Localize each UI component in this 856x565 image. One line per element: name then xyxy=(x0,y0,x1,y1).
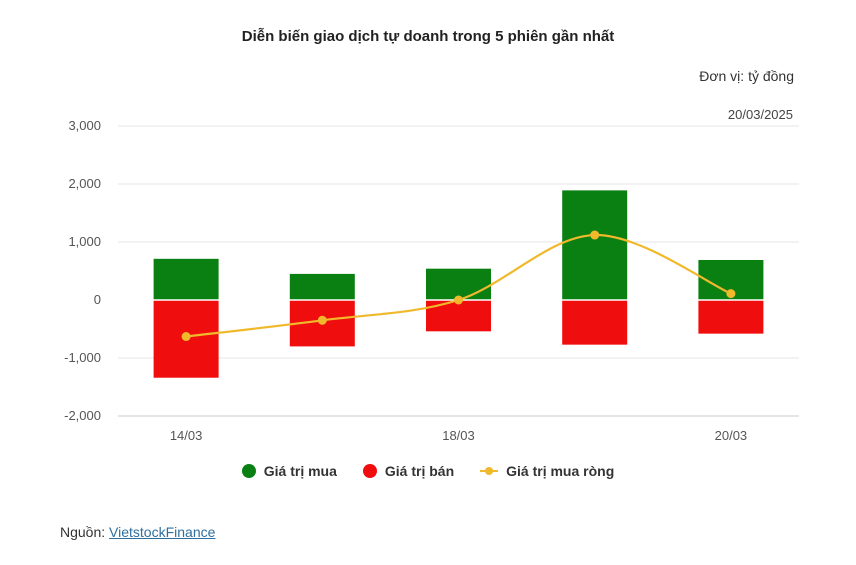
net-line xyxy=(181,230,736,342)
unit-label: Đơn vị: tỷ đồng xyxy=(699,68,794,84)
legend-item-net[interactable]: Giá trị mua ròng xyxy=(480,463,614,479)
legend-sell-marker xyxy=(362,464,377,478)
chart: 20/03/2025 3,0002,0001,0000-1,000-2,000 … xyxy=(64,107,799,443)
x-tick-label: 20/03 xyxy=(715,428,748,443)
bar-sell[interactable] xyxy=(426,300,491,332)
legend-net-marker xyxy=(480,464,499,478)
x-axis-ticks: 14/03 18/03 20/03 xyxy=(170,428,747,443)
y-tick-label: 1,000 xyxy=(68,234,101,249)
legend-net-label: Giá trị mua ròng xyxy=(506,463,615,479)
legend-item-buy[interactable]: Giá trị mua xyxy=(241,463,337,479)
net-point[interactable] xyxy=(726,289,736,299)
chart-title: Diễn biến giao dịch tự doanh trong 5 phi… xyxy=(241,28,615,45)
net-point[interactable] xyxy=(454,295,463,305)
bar-buy[interactable] xyxy=(426,268,491,300)
legend-buy-marker xyxy=(241,464,256,478)
legend-buy-label: Giá trị mua xyxy=(263,463,337,479)
legend: Giá trị mua Giá trị bán Giá trị mua ròng xyxy=(0,463,856,479)
y-tick-label: -2,000 xyxy=(64,408,101,423)
bar-sell[interactable] xyxy=(698,300,764,334)
x-tick-label: 14/03 xyxy=(170,428,203,443)
y-tick-label: 2,000 xyxy=(68,176,101,191)
y-tick-label: 0 xyxy=(94,292,101,307)
legend-item-sell[interactable]: Giá trị bán xyxy=(362,463,455,479)
source-link[interactable]: VietstockFinance xyxy=(109,524,216,540)
y-axis-ticks: 3,000 2,000 1,000 0 -1,000 -2,000 xyxy=(64,118,101,423)
source-label: Nguồn: xyxy=(60,524,110,540)
net-point[interactable] xyxy=(590,230,600,240)
date-label: 20/03/2025 xyxy=(728,107,793,122)
y-tick-label: 3,000 xyxy=(68,118,101,133)
legend-sell-label: Giá trị bán xyxy=(384,463,455,479)
source-note: Nguồn: VietstockFinance xyxy=(60,524,215,540)
bar-sell[interactable] xyxy=(562,300,628,345)
net-point[interactable] xyxy=(317,315,327,325)
net-point[interactable] xyxy=(181,332,191,342)
bar-buy[interactable] xyxy=(562,190,628,300)
bar-buy[interactable] xyxy=(153,258,219,300)
x-tick-label: 18/03 xyxy=(442,428,475,443)
y-tick-label: -1,000 xyxy=(64,350,101,365)
bar-buy[interactable] xyxy=(289,273,355,300)
bars xyxy=(118,190,799,378)
